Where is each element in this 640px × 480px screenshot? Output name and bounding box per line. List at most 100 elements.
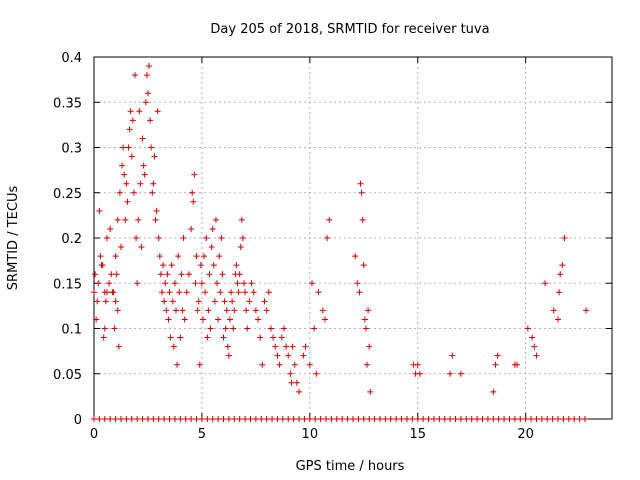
data-point — [376, 416, 383, 422]
data-point — [495, 416, 502, 422]
data-point — [212, 216, 219, 223]
data-point — [170, 343, 177, 350]
y-tick-label: 0 — [74, 413, 82, 428]
data-point — [185, 271, 192, 278]
data-point — [333, 416, 340, 422]
data-point — [167, 334, 174, 341]
data-point — [549, 416, 556, 422]
data-point — [257, 334, 264, 341]
data-point — [192, 280, 199, 287]
data-point — [582, 416, 589, 422]
data-point — [96, 416, 103, 422]
data-point — [217, 289, 224, 296]
data-point — [215, 416, 222, 422]
data-point — [155, 235, 162, 241]
data-point — [119, 162, 126, 169]
data-point — [156, 253, 163, 260]
data-point — [148, 144, 155, 151]
data-point — [208, 244, 215, 251]
data-point — [360, 262, 367, 269]
data-point — [100, 334, 107, 341]
data-point — [123, 180, 130, 187]
data-point — [150, 180, 157, 187]
data-point — [360, 416, 367, 422]
data-point — [494, 352, 501, 359]
data-point — [103, 235, 110, 241]
data-point — [161, 298, 168, 305]
chart-title: Day 205 of 2018, SRMTID for receiver tuv… — [210, 22, 489, 37]
data-point — [157, 271, 164, 278]
data-point — [233, 262, 240, 269]
data-point — [247, 416, 254, 422]
data-point — [237, 244, 244, 251]
data-point — [243, 307, 250, 314]
data-point — [279, 416, 286, 422]
data-point — [234, 280, 241, 287]
data-point — [317, 416, 324, 422]
data-point — [151, 153, 158, 160]
data-point — [189, 189, 196, 196]
data-point — [94, 298, 101, 305]
data-point — [91, 416, 97, 422]
data-point — [163, 307, 170, 314]
x-tick-label: 10 — [302, 427, 319, 442]
data-point — [321, 316, 328, 323]
data-point — [101, 325, 108, 332]
data-point — [198, 416, 205, 422]
data-point — [468, 416, 475, 422]
data-point — [359, 216, 366, 223]
y-tick-label: 0.4 — [61, 51, 82, 66]
data-point — [128, 153, 135, 160]
data-point — [195, 298, 202, 305]
data-point — [112, 298, 119, 305]
x-tick-label: 15 — [409, 427, 426, 442]
data-point — [278, 334, 285, 341]
data-point — [529, 334, 536, 341]
data-point — [218, 235, 225, 241]
data-point — [171, 280, 178, 287]
data-point — [202, 289, 209, 296]
data-point — [121, 171, 128, 178]
data-point — [252, 307, 259, 314]
data-point — [339, 416, 346, 422]
data-point — [155, 416, 162, 422]
data-point — [352, 253, 359, 260]
data-point — [263, 307, 270, 314]
data-point — [102, 298, 109, 305]
data-point — [236, 271, 243, 278]
data-point — [274, 416, 281, 422]
grid-lines — [94, 57, 612, 419]
data-point — [168, 262, 175, 269]
data-points — [91, 63, 590, 422]
data-point — [538, 416, 545, 422]
data-point — [179, 307, 186, 314]
data-point — [182, 416, 189, 422]
data-point — [207, 325, 214, 332]
data-point — [209, 416, 216, 422]
data-point — [263, 416, 270, 422]
data-point — [173, 307, 180, 314]
data-point — [92, 271, 99, 278]
data-point — [354, 280, 361, 287]
data-point — [149, 189, 156, 196]
data-point — [436, 416, 443, 422]
data-point — [533, 352, 540, 359]
data-point — [136, 108, 143, 115]
data-point — [449, 352, 456, 359]
data-point — [358, 189, 365, 196]
data-point — [91, 289, 97, 296]
data-point — [144, 416, 151, 422]
data-point — [267, 325, 274, 332]
data-point — [242, 416, 249, 422]
data-point — [111, 325, 118, 332]
data-point — [274, 352, 281, 359]
data-point — [490, 388, 497, 395]
data-point — [165, 316, 172, 323]
data-point — [198, 280, 205, 287]
data-point — [211, 298, 218, 305]
data-point — [135, 216, 142, 223]
data-point — [231, 307, 238, 314]
data-point — [132, 72, 139, 79]
data-point — [365, 307, 372, 314]
